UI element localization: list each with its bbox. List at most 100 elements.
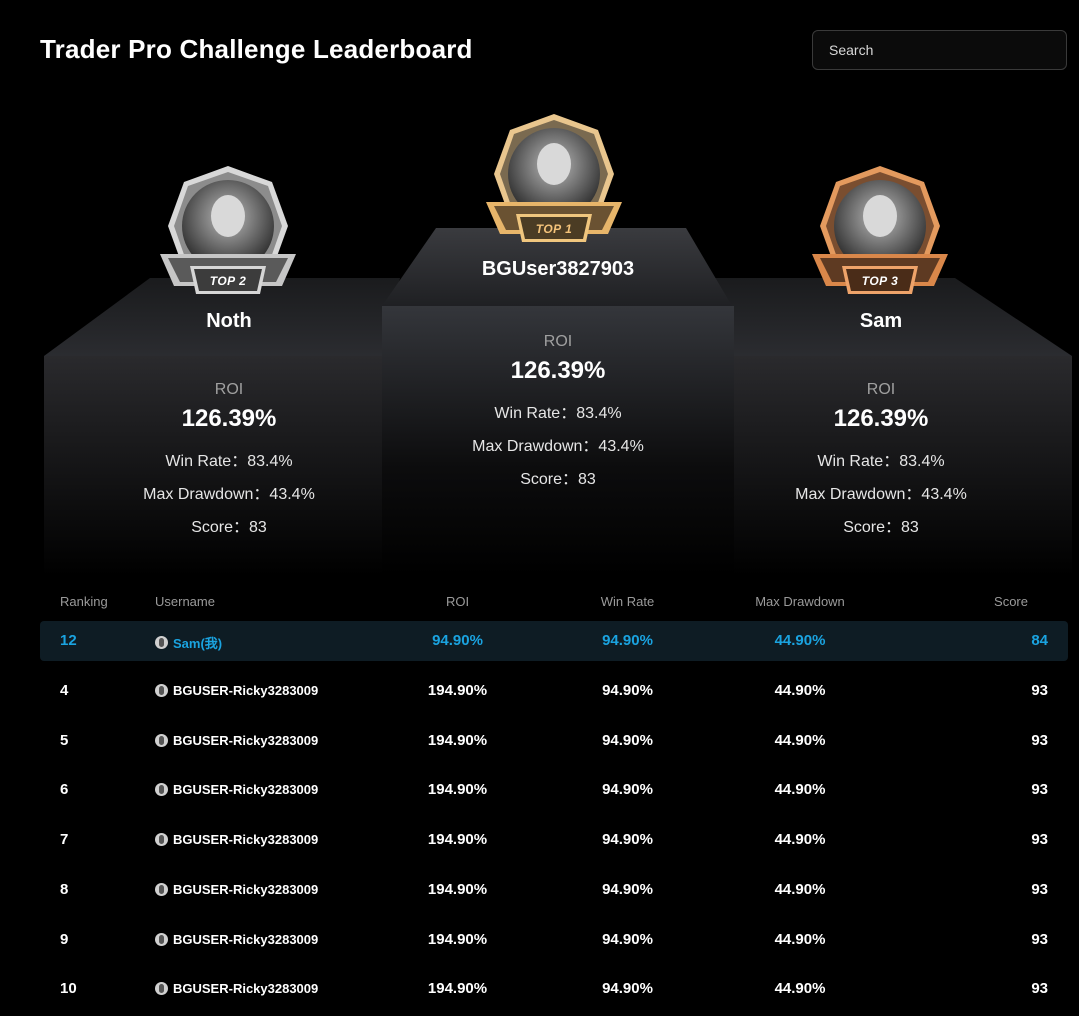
max-drawdown-cell: 44.90% [774, 831, 826, 849]
score-cell: 93 [1031, 831, 1048, 849]
avatar-top-2: TOP 2 [160, 164, 296, 300]
max-drawdown: Max Drawdown：43.4% [472, 438, 644, 455]
win-rate-cell: 94.90% [602, 682, 653, 699]
user-avatar-icon [155, 833, 168, 847]
username-text: BGUSER-Ricky3283009 [173, 931, 319, 947]
username-text: Sam(我) [173, 636, 223, 651]
top-2-badge: TOP 2 [209, 274, 247, 288]
user-avatar-icon [155, 932, 168, 946]
avatar-top-3: TOP 3 [812, 164, 948, 300]
user-avatar-icon [155, 733, 168, 747]
roi-cell: 194.90% [427, 682, 488, 699]
top-3-badge: TOP 3 [861, 274, 899, 288]
username-cell: BGUSER-Ricky3283009 [155, 782, 318, 797]
user-avatar-icon [155, 783, 168, 797]
win-rate: Win Rate：83.4% [494, 405, 622, 422]
max-drawdown-cell: 44.90% [774, 781, 826, 799]
win-rate-cell: 94.90% [602, 731, 653, 749]
rank-cell: 4 [60, 682, 69, 699]
podium-backdrop [44, 228, 1072, 576]
roi-label: ROI [214, 381, 244, 398]
win-rate-cell: 94.90% [602, 880, 653, 898]
table-row[interactable]: 4 BGUSER-Ricky3283009 194.90% 94.90% 44.90% 9… [40, 671, 1068, 711]
table-row[interactable]: 9 BGUSER-Ricky3283009 194.90% 94.90% 44.90% 9… [40, 920, 1068, 960]
podium-name: Noth [206, 310, 252, 332]
score-cell: 93 [1031, 682, 1048, 699]
rank-cell: 5 [60, 731, 69, 749]
score-cell: 93 [1031, 731, 1048, 749]
avatar-top-1: TOP 1 [486, 112, 622, 248]
table-header: Ranking Username ROI Win Rate Max Drawdo… [40, 594, 1048, 612]
username-cell: BGUSER-Ricky3283009 [155, 882, 318, 897]
user-avatar-icon [155, 882, 168, 896]
search-box[interactable] [812, 30, 1067, 70]
max-drawdown-cell: 44.90% [774, 880, 826, 898]
rank-cell: 10 [60, 980, 77, 998]
win-rate: Win Rate：83.4% [165, 453, 293, 470]
win-rate-cell: 94.90% [602, 831, 653, 849]
score: Score：83 [843, 519, 919, 536]
roi-cell: 194.90% [427, 880, 488, 898]
max-drawdown-cell: 44.90% [774, 682, 826, 699]
max-drawdown-cell: 44.90% [774, 930, 826, 948]
podium-name: BGUser3827903 [481, 258, 635, 280]
max-drawdown: Max Drawdown：43.4% [143, 486, 315, 503]
podium-card-third[interactable]: Sam ROI 126.39% Win Rate：83.4% Max Drawd… [696, 310, 1066, 537]
score-cell: 93 [1031, 930, 1048, 948]
table-row[interactable]: 6 BGUSER-Ricky3283009 194.90% 94.90% 44.90% 9… [40, 770, 1068, 810]
podium-card-second[interactable]: Noth ROI 126.39% Win Rate：83.4% Max Draw… [44, 310, 414, 537]
rank-cell: 8 [60, 880, 69, 898]
win-rate: Win Rate：83.4% [817, 453, 945, 470]
max-drawdown: Max Drawdown：43.4% [795, 486, 967, 503]
roi-cell: 194.90% [427, 781, 488, 799]
roi-cell: 194.90% [427, 831, 488, 849]
username-cell: BGUSER-Ricky3283009 [155, 932, 318, 947]
roi-label: ROI [866, 381, 896, 398]
score: Score：83 [191, 519, 267, 536]
score-cell: 93 [1031, 880, 1048, 898]
win-rate-cell: 94.90% [602, 781, 653, 799]
score: Score：83 [520, 471, 596, 488]
roi-cell: 194.90% [427, 731, 488, 749]
header-score: Score [994, 594, 1028, 609]
user-avatar-icon [155, 982, 168, 996]
score-cell: 93 [1031, 781, 1048, 799]
header-win-rate: Win Rate [600, 594, 655, 609]
roi-cell: 194.90% [427, 930, 488, 948]
score-cell: 84 [1031, 632, 1048, 649]
table-row[interactable]: 8 BGUSER-Ricky3283009 194.90% 94.90% 44.90% 9… [40, 870, 1068, 910]
username-text: BGUSER-Ricky3283009 [173, 832, 319, 848]
rank-cell: 6 [60, 781, 69, 799]
username-text: BGUSER-Ricky3283009 [173, 683, 319, 698]
table-row-current-user[interactable]: 12 Sam(我) 94.90% 94.90% 44.90% 84 [40, 621, 1068, 661]
username-cell: BGUSER-Ricky3283009 [155, 683, 318, 698]
username-text: BGUSER-Ricky3283009 [173, 732, 319, 748]
max-drawdown-cell: 44.90% [774, 980, 826, 998]
table-row[interactable]: 10 BGUSER-Ricky3283009 194.90% 94.90% 44.90%… [40, 969, 1068, 1009]
username-cell: BGUSER-Ricky3283009 [155, 981, 318, 996]
top-1-badge: TOP 1 [535, 222, 573, 236]
username-cell: Sam(我) [155, 633, 222, 652]
roi-label: ROI [543, 333, 573, 350]
username-text: BGUSER-Ricky3283009 [173, 782, 319, 798]
header-username: Username [155, 594, 215, 609]
score-cell: 93 [1031, 980, 1048, 998]
user-avatar-icon [155, 636, 168, 649]
table-row[interactable]: 5 BGUSER-Ricky3283009 194.90% 94.90% 44.90% 9… [40, 721, 1068, 761]
search-input[interactable] [813, 31, 1066, 69]
page-title: Trader Pro Challenge Leaderboard [40, 34, 473, 64]
rank-cell: 7 [60, 831, 69, 849]
roi-cell: 194.90% [427, 980, 488, 998]
username-cell: BGUSER-Ricky3283009 [155, 832, 318, 847]
header-max-drawdown: Max Drawdown [755, 594, 845, 609]
podium-card-first[interactable]: BGUser3827903 ROI 126.39% Win Rate：83.4%… [382, 258, 734, 489]
roi-value: 126.39% [833, 405, 929, 432]
podium-name: Sam [859, 310, 903, 332]
roi-value: 126.39% [181, 405, 277, 432]
user-avatar-icon [155, 684, 168, 697]
table-row[interactable]: 7 BGUSER-Ricky3283009 194.90% 94.90% 44.90% 9… [40, 820, 1068, 860]
header-roi: ROI [445, 594, 470, 609]
username-cell: BGUSER-Ricky3283009 [155, 733, 318, 748]
roi-cell: 94.90% [432, 632, 483, 649]
win-rate-cell: 94.90% [602, 980, 653, 998]
